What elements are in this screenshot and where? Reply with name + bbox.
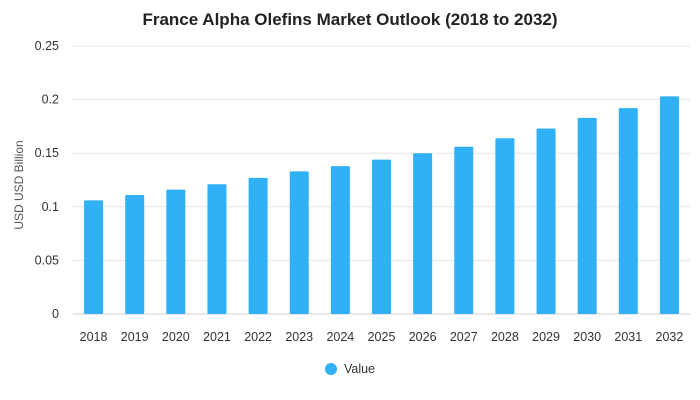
x-tick-label: 2022 (244, 330, 272, 344)
x-tick-label: 2032 (656, 330, 684, 344)
y-tick-label: 0 (52, 307, 59, 321)
x-tick-label: 2023 (285, 330, 313, 344)
bar-2029[interactable] (536, 128, 556, 314)
bar-2018[interactable] (84, 200, 104, 314)
bar-2028[interactable] (495, 138, 515, 314)
x-tick-labels: 2018 2019 2020 2021 2022 2023 2024 2025 2026 2027… (80, 330, 684, 344)
x-tick-label: 2025 (368, 330, 396, 344)
x-tick-label: 2020 (162, 330, 190, 344)
y-tick-label: 0.1 (42, 200, 59, 214)
bar-2032[interactable] (659, 96, 679, 314)
y-tick-labels: 0 0.05 0.1 0.15 0.2 0.25 (35, 39, 59, 321)
bar-2022[interactable] (248, 177, 268, 314)
x-tick-label: 2027 (450, 330, 478, 344)
legend-swatch (324, 363, 337, 375)
bar-2026[interactable] (413, 153, 433, 314)
x-tick-label: 2018 (80, 330, 108, 344)
x-tick-label: 2026 (409, 330, 437, 344)
y-axis-title: USD USD Billion (12, 140, 26, 229)
bar-2031[interactable] (618, 108, 638, 315)
y-tick-label: 0.15 (35, 146, 59, 160)
bars (84, 96, 679, 315)
x-tick-label: 2028 (491, 330, 519, 344)
bar-2021[interactable] (207, 184, 227, 314)
x-tick-label: 2029 (532, 330, 560, 344)
chart-title: France Alpha Olefins Market Outlook (201… (142, 10, 558, 29)
bar-2027[interactable] (454, 146, 474, 314)
x-tick-label: 2019 (121, 330, 149, 344)
bar-2024[interactable] (330, 166, 350, 314)
bar-2023[interactable] (289, 171, 309, 314)
legend[interactable]: Value (0, 362, 700, 376)
x-tick-label: 2031 (614, 330, 642, 344)
bar-2025[interactable] (372, 159, 391, 314)
legend-label: Value (343, 362, 376, 376)
bar-2030[interactable] (577, 117, 597, 314)
x-tick-label: 2024 (326, 330, 354, 344)
y-tick-label: 0.25 (35, 39, 59, 53)
y-tick-label: 0.2 (42, 93, 59, 107)
bar-2020[interactable] (166, 189, 186, 314)
x-tick-label: 2021 (203, 330, 231, 344)
y-tick-label: 0.05 (35, 253, 59, 267)
x-tick-label: 2030 (573, 330, 601, 344)
bar-2019[interactable] (125, 195, 145, 314)
